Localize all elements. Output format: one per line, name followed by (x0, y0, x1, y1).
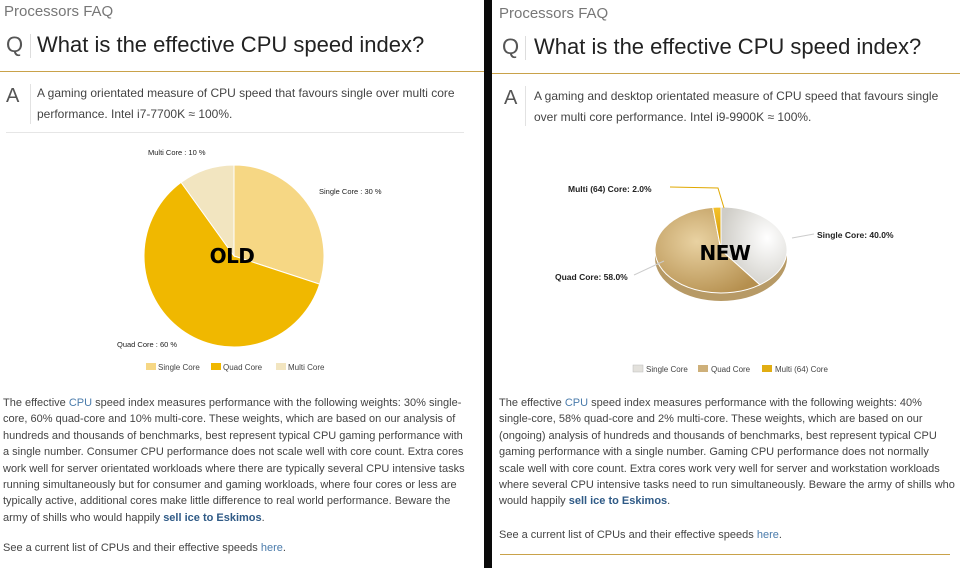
here-link[interactable]: here (756, 529, 779, 541)
para-text: The effective (3, 397, 69, 409)
section-title: Processors FAQ (499, 5, 609, 22)
answer-separator (30, 84, 31, 124)
cpu-link[interactable]: CPU (68, 397, 93, 409)
pie-slice-single (233, 164, 325, 285)
question-letter: Q (6, 32, 24, 57)
question-letter: Q (502, 34, 520, 59)
question-separator (525, 36, 526, 60)
chart-legend: Single Core Quad Core Multi (64) Core (632, 364, 828, 374)
legend-swatch-multi (762, 365, 772, 372)
cpu-link[interactable]: CPU (564, 397, 589, 409)
answer-letter: A (6, 85, 20, 107)
section-title: Processors FAQ (4, 3, 114, 20)
legend-label-multi: Multi (64) Core (775, 365, 828, 374)
para-text: speed index measures performance with th… (3, 397, 465, 524)
legend-label-quad: Quad Core (223, 363, 263, 372)
slice-label-single: Single Core : 30 % (319, 187, 382, 196)
footer-line: See a current list of CPUs and their eff… (499, 529, 782, 541)
footer-text: . (778, 529, 782, 541)
slice-label-multi: Multi Core : 10 % (148, 148, 206, 157)
para-text: The effective (499, 397, 565, 409)
pie-slice-multi (180, 164, 235, 258)
para-text: speed index measures performance with th… (499, 397, 955, 508)
legend-swatch-quad (211, 363, 221, 370)
legend-swatch-multi (276, 363, 286, 370)
pie-slice-single (720, 206, 788, 286)
pie-slice-quad (143, 181, 321, 348)
eskimos-link[interactable]: sell ice to Eskimos (163, 511, 262, 524)
slice-label-single: Single Core: 40.0% (817, 230, 894, 240)
chart-legend: Single Core Quad Core Multi Core (146, 363, 325, 372)
legend-label-single: Single Core (158, 363, 200, 372)
gold-divider (0, 71, 484, 72)
description-paragraph: The effective CPU speed index measures p… (3, 395, 469, 526)
answer-text: A gaming and desktop orientated measure … (534, 89, 939, 124)
leader-quad (633, 260, 665, 276)
legend-label-single: Single Core (646, 365, 688, 374)
pie-chart-old: Single Core : 30 % Quad Core : 60 % Mult… (117, 148, 382, 372)
legend-swatch-quad (698, 365, 708, 372)
legend-swatch-single (632, 364, 644, 373)
footer-text: . (282, 542, 286, 554)
eskimos-link[interactable]: sell ice to Eskimos (568, 495, 668, 508)
question-heading: What is the effective CPU speed index? (37, 32, 425, 57)
pie-slice-multi (712, 206, 722, 251)
footer-text: See a current list of CPUs and their eff… (499, 529, 757, 541)
question-heading: What is the effective CPU speed index? (534, 34, 922, 59)
answer-text: A gaming orientated measure of CPU speed… (37, 86, 455, 121)
light-divider (6, 132, 464, 133)
slice-label-multi: Multi (64) Core: 2.0% (568, 184, 652, 194)
bottom-gold-divider (500, 554, 950, 555)
footer-text: See a current list of CPUs and their eff… (3, 542, 261, 554)
legend-label-quad: Quad Core (711, 365, 751, 374)
new-stamp: NEW (700, 241, 751, 265)
description-paragraph: The effective CPU speed index measures p… (499, 395, 957, 510)
para-text: . (667, 495, 671, 508)
here-link[interactable]: here (260, 542, 283, 554)
slice-label-quad: Quad Core : 60 % (117, 340, 177, 349)
question-separator (30, 34, 31, 58)
gold-divider (492, 73, 960, 74)
slice-label-quad: Quad Core: 58.0% (555, 272, 628, 282)
footer-line: See a current list of CPUs and their eff… (3, 542, 286, 554)
para-text: . (261, 511, 265, 524)
leader-multi (669, 186, 725, 209)
legend-label-multi: Multi Core (288, 363, 325, 372)
answer-letter: A (504, 87, 518, 109)
answer-separator (525, 86, 526, 126)
panel-divider (484, 0, 492, 568)
pie-rim (655, 250, 787, 301)
left-panel: Processors FAQ Q What is the effective C… (0, 3, 484, 554)
pie-slice-quad (654, 206, 761, 294)
legend-swatch-single (146, 363, 156, 370)
leader-single (791, 233, 815, 239)
pie-chart-new: Single Core: 40.0% Quad Core: 58.0% Mult… (555, 184, 894, 374)
right-panel: Processors FAQ Q What is the effective C… (492, 0, 960, 568)
old-stamp: OLD (210, 244, 255, 268)
